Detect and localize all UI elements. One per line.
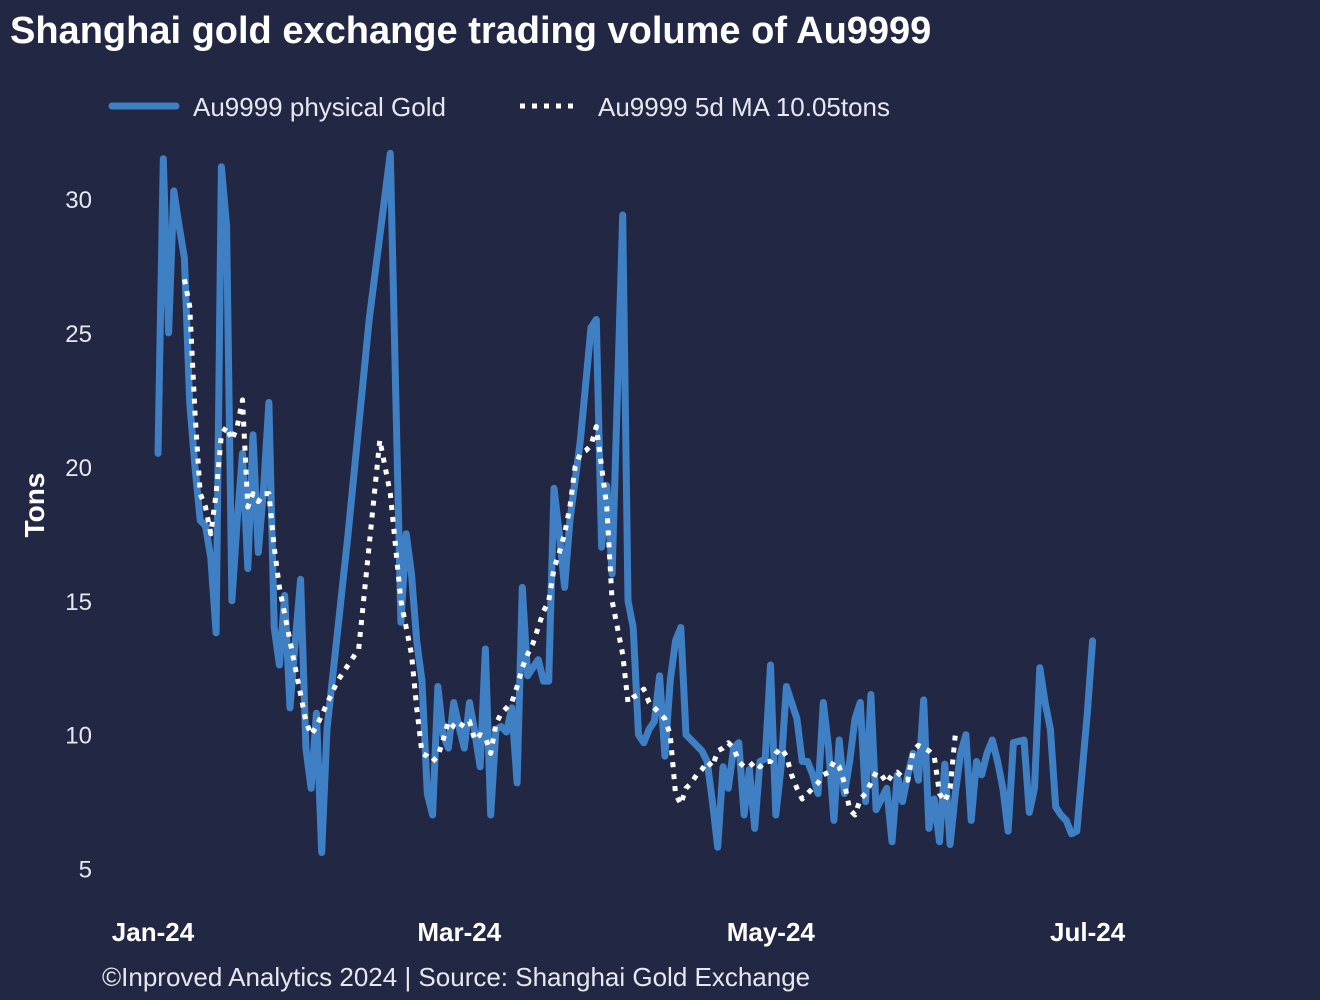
- series-layer: [154, 149, 1097, 856]
- x-tick-label: May-24: [727, 917, 816, 947]
- y-tick-label: 15: [65, 589, 92, 616]
- x-axis-ticks: Jan-24 Mar-24 May-24 Jul-24: [112, 917, 1126, 947]
- y-tick-label: 30: [65, 187, 92, 214]
- y-tick-label: 25: [65, 321, 92, 348]
- chart-title: Shanghai gold exchange trading volume of…: [10, 10, 931, 52]
- legend-label-5d-ma: Au9999 5d MA 10.05tons: [598, 92, 890, 122]
- legend-label-physical-gold: Au9999 physical Gold: [193, 92, 446, 122]
- y-tick-label: 20: [65, 455, 92, 482]
- y-tick-label: 10: [65, 723, 92, 750]
- series-line-physical-gold: [154, 149, 1097, 856]
- x-tick-label: Jan-24: [112, 917, 195, 947]
- y-axis-label: Tons: [19, 473, 50, 538]
- y-axis-ticks: 5 10 15 20 25 30: [65, 187, 92, 884]
- legend: Au9999 physical Gold Au9999 5d MA 10.05t…: [108, 92, 890, 122]
- x-tick-label: Jul-24: [1050, 917, 1126, 947]
- chart-footer: ©Inproved Analytics 2024 | Source: Shang…: [102, 962, 810, 992]
- x-tick-label: Mar-24: [417, 917, 501, 947]
- y-tick-label: 5: [79, 857, 92, 884]
